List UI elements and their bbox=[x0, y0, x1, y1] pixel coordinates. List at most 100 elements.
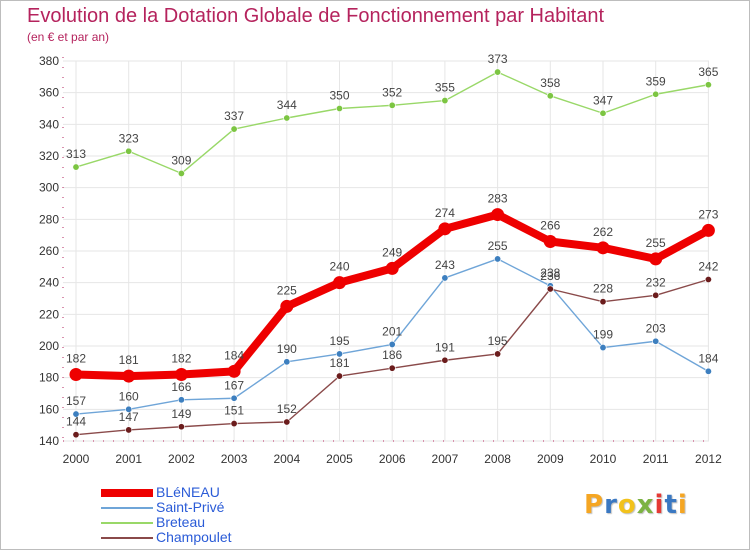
y-tick-label: 280 bbox=[39, 212, 59, 226]
data-point bbox=[283, 358, 291, 366]
y-tick-label: 160 bbox=[39, 402, 59, 416]
data-label: 201 bbox=[382, 324, 402, 338]
data-point bbox=[72, 163, 80, 171]
series-1 bbox=[72, 255, 712, 418]
data-point bbox=[704, 275, 712, 283]
data-point bbox=[283, 114, 291, 122]
data-label: 266 bbox=[540, 219, 560, 233]
legend-label: Champoulet bbox=[156, 529, 232, 545]
data-label: 344 bbox=[277, 98, 297, 112]
data-label: 186 bbox=[382, 348, 402, 362]
data-label: 283 bbox=[488, 192, 508, 206]
data-label: 236 bbox=[540, 269, 560, 283]
data-point bbox=[177, 169, 185, 177]
data-point bbox=[599, 109, 607, 117]
data-point bbox=[122, 369, 136, 383]
data-point bbox=[704, 81, 712, 89]
data-label: 359 bbox=[646, 74, 666, 88]
legend-swatch bbox=[101, 506, 153, 509]
data-label: 160 bbox=[119, 389, 139, 403]
x-tick-label: 2007 bbox=[432, 452, 459, 466]
data-point bbox=[543, 235, 557, 248]
data-point bbox=[491, 208, 505, 222]
logo-letter: i bbox=[677, 490, 688, 520]
x-tick-label: 2008 bbox=[484, 452, 511, 466]
x-tick-label: 2009 bbox=[537, 452, 564, 466]
legend-entry: Breteau bbox=[101, 514, 361, 530]
data-point bbox=[230, 394, 238, 402]
y-tick-label: 200 bbox=[39, 339, 59, 353]
series-2 bbox=[72, 68, 712, 177]
x-tick-label: 2002 bbox=[168, 452, 195, 466]
data-label: 240 bbox=[329, 260, 349, 274]
data-point bbox=[494, 68, 502, 76]
x-tick-label: 2010 bbox=[590, 452, 617, 466]
data-label: 350 bbox=[329, 89, 349, 103]
data-point bbox=[494, 255, 502, 263]
data-label: 157 bbox=[66, 394, 86, 408]
chart-subtitle: (en € et par an) bbox=[27, 30, 110, 44]
legend-entry: Saint-Privé bbox=[101, 499, 361, 515]
data-label: 238 bbox=[540, 266, 560, 280]
data-label: 184 bbox=[698, 351, 718, 365]
series-3 bbox=[72, 275, 712, 439]
data-label: 191 bbox=[435, 340, 455, 354]
data-label: 232 bbox=[646, 275, 666, 289]
legend-swatch bbox=[101, 488, 153, 497]
data-point bbox=[596, 241, 610, 255]
data-point bbox=[69, 368, 83, 381]
data-label: 365 bbox=[698, 65, 718, 79]
data-label: 195 bbox=[329, 334, 349, 348]
data-label: 199 bbox=[593, 328, 613, 342]
legend-entry: BLéNEAU bbox=[101, 484, 361, 500]
data-point bbox=[335, 350, 343, 358]
data-label: 323 bbox=[119, 131, 139, 145]
x-tick-label: 2006 bbox=[379, 452, 406, 466]
legend-label: Breteau bbox=[156, 514, 206, 530]
logo-letter: t bbox=[664, 490, 678, 520]
data-point bbox=[546, 285, 554, 293]
data-point bbox=[704, 367, 712, 375]
legend-label: BLéNEAU bbox=[156, 484, 220, 500]
chart-title: Evolution de la Dotation Globale de Fonc… bbox=[27, 5, 605, 27]
y-tick-label: 340 bbox=[39, 117, 59, 131]
data-label: 184 bbox=[224, 348, 244, 362]
data-label: 181 bbox=[119, 353, 139, 367]
y-tick-label: 240 bbox=[39, 276, 59, 290]
logo-letter: r bbox=[604, 490, 618, 520]
x-tick-label: 2011 bbox=[643, 452, 669, 466]
data-point bbox=[701, 223, 715, 237]
y-tick-label: 180 bbox=[39, 371, 59, 385]
data-point bbox=[283, 418, 291, 426]
data-point bbox=[385, 261, 399, 275]
data-label: 274 bbox=[435, 206, 455, 220]
x-tick-label: 2005 bbox=[326, 452, 353, 466]
data-point bbox=[72, 410, 80, 418]
data-point bbox=[125, 426, 133, 434]
legend-label: Saint-Privé bbox=[156, 499, 225, 515]
data-point bbox=[388, 340, 396, 348]
data-label: 225 bbox=[277, 283, 297, 297]
legend-swatch bbox=[101, 521, 153, 524]
data-point bbox=[177, 396, 185, 404]
data-label: 242 bbox=[698, 260, 718, 274]
logo-letter: o bbox=[617, 490, 637, 520]
data-label: 352 bbox=[382, 85, 402, 99]
data-point bbox=[441, 97, 449, 105]
data-label: 167 bbox=[224, 378, 244, 392]
data-point bbox=[227, 364, 241, 378]
data-point bbox=[438, 222, 452, 236]
data-label: 149 bbox=[171, 407, 191, 421]
data-label: 255 bbox=[488, 239, 508, 253]
y-tick-label: 380 bbox=[39, 54, 59, 68]
data-point bbox=[599, 298, 607, 306]
data-point bbox=[652, 90, 660, 98]
data-label: 152 bbox=[277, 402, 297, 416]
data-label: 144 bbox=[66, 415, 86, 429]
data-label: 347 bbox=[593, 93, 613, 107]
data-point bbox=[546, 92, 554, 100]
data-label: 309 bbox=[171, 153, 191, 167]
data-label: 195 bbox=[488, 334, 508, 348]
